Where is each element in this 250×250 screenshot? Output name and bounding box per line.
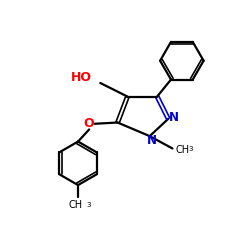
Text: 3: 3 (188, 146, 193, 152)
Text: CH: CH (69, 200, 83, 210)
Text: N: N (169, 111, 179, 124)
Text: HO: HO (71, 71, 92, 84)
Text: O: O (84, 117, 94, 130)
Text: N: N (146, 134, 156, 147)
Text: CH: CH (176, 145, 190, 155)
Text: 3: 3 (86, 202, 91, 208)
